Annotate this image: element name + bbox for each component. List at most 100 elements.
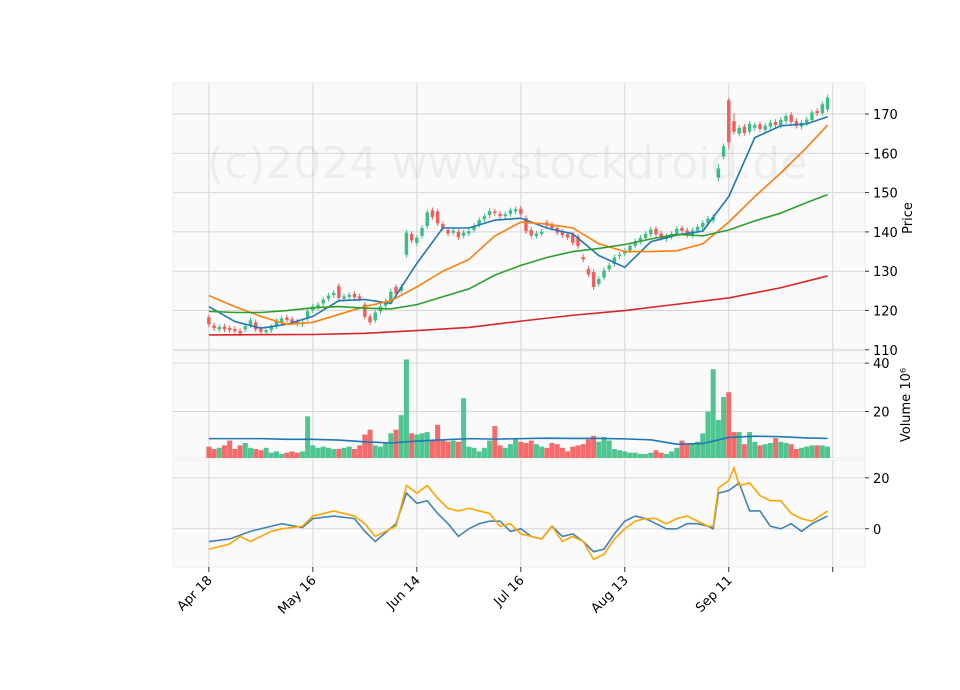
volume-bar <box>814 445 820 458</box>
volume-bar <box>752 441 758 458</box>
candle-body <box>659 233 663 238</box>
volume-bar <box>554 444 560 458</box>
volume-bar <box>481 447 487 458</box>
candle-body <box>581 257 585 260</box>
candle-body <box>711 217 715 221</box>
y-tick-label: 170 <box>873 108 898 123</box>
candle-body <box>716 168 721 178</box>
candle-body <box>264 330 268 333</box>
candle-body <box>617 254 622 257</box>
candle-body <box>539 231 544 234</box>
volume-bar <box>778 441 784 458</box>
x-tick-label: Aug 13 <box>588 573 631 616</box>
volume-bar <box>731 432 737 458</box>
volume-bar <box>705 411 711 458</box>
candle-body <box>513 209 518 212</box>
volume-bar <box>487 440 493 458</box>
volume-bar <box>357 445 363 458</box>
candle-body <box>316 304 320 308</box>
volume-bar <box>736 432 742 458</box>
volume-bar <box>341 447 347 458</box>
volume-bar <box>211 449 217 458</box>
y-tick-label: 20 <box>873 406 890 421</box>
candle-body <box>571 234 575 243</box>
candle-body <box>742 126 747 133</box>
candle-body <box>701 222 705 228</box>
candle-body <box>649 229 653 235</box>
line-series <box>208 465 829 561</box>
candle-body <box>227 327 232 331</box>
volume-bar <box>788 444 794 458</box>
candle-body <box>399 286 403 291</box>
volume-bar <box>741 444 747 458</box>
volume-bar <box>403 359 409 458</box>
volume-bar <box>799 447 805 458</box>
candle-body <box>321 299 325 304</box>
volume-bar <box>232 449 238 458</box>
volume-bar <box>539 446 545 458</box>
volume-bar <box>606 440 612 458</box>
x-tick-label: Jun 14 <box>383 573 423 613</box>
candle-body <box>633 241 637 246</box>
volume-bar <box>471 447 477 458</box>
volume-bar <box>294 452 300 458</box>
candle-body <box>430 210 435 217</box>
candle-body <box>446 229 450 234</box>
volume-bar <box>726 392 732 458</box>
volume-bar <box>585 439 591 458</box>
candle-body <box>347 294 351 297</box>
candle-body <box>274 321 279 327</box>
candle-body <box>805 119 809 124</box>
x-tick-label: May 16 <box>275 573 319 617</box>
volume-bar <box>221 445 227 458</box>
candle-body <box>394 286 398 294</box>
volume-bar <box>601 436 607 458</box>
volume-bar <box>476 451 482 458</box>
y-tick-label: 160 <box>873 147 898 162</box>
volume-bar <box>299 451 305 458</box>
volume-bar <box>242 442 248 458</box>
volume-bar <box>747 432 753 458</box>
candle-body <box>253 322 258 330</box>
candle-body <box>415 237 419 243</box>
volume-bar <box>674 447 680 458</box>
candle-body <box>810 112 814 120</box>
candle-body <box>815 110 819 114</box>
line-series <box>208 275 828 336</box>
volume-bar <box>398 415 404 458</box>
volume-bar <box>429 440 435 458</box>
volume-bar <box>414 434 420 458</box>
candle-body <box>404 232 409 255</box>
candle-body <box>763 125 767 130</box>
volume-bar <box>528 440 534 458</box>
line-series <box>208 116 828 330</box>
candle-body <box>357 296 362 299</box>
volume-bar <box>263 447 269 458</box>
candle-body <box>352 294 357 298</box>
candle-body <box>472 226 476 230</box>
volume-bar <box>632 452 638 458</box>
candle-body <box>560 231 565 236</box>
volume-bar <box>783 442 789 458</box>
volume-bar <box>809 445 815 458</box>
volume-bar <box>258 450 264 458</box>
candle-body <box>706 218 710 224</box>
y-tick-label: 150 <box>873 187 898 202</box>
volume-bar <box>279 453 285 458</box>
volume-bar <box>637 453 643 458</box>
volume-bar <box>721 396 727 458</box>
candle-body <box>435 211 440 224</box>
candle-body <box>524 218 528 232</box>
volume-bar <box>767 442 773 458</box>
volume-bar <box>544 447 550 458</box>
candle-body <box>732 121 736 132</box>
candle-body <box>233 328 237 331</box>
watermark: (c)2024 www.stockdroid.de <box>207 138 807 189</box>
volume-bar <box>440 440 446 458</box>
volume-bar <box>424 432 430 458</box>
candle-body <box>607 265 611 270</box>
candle-body <box>467 231 471 234</box>
candle-body <box>602 270 606 278</box>
volume-bar <box>695 441 701 458</box>
candle-body <box>794 121 799 126</box>
